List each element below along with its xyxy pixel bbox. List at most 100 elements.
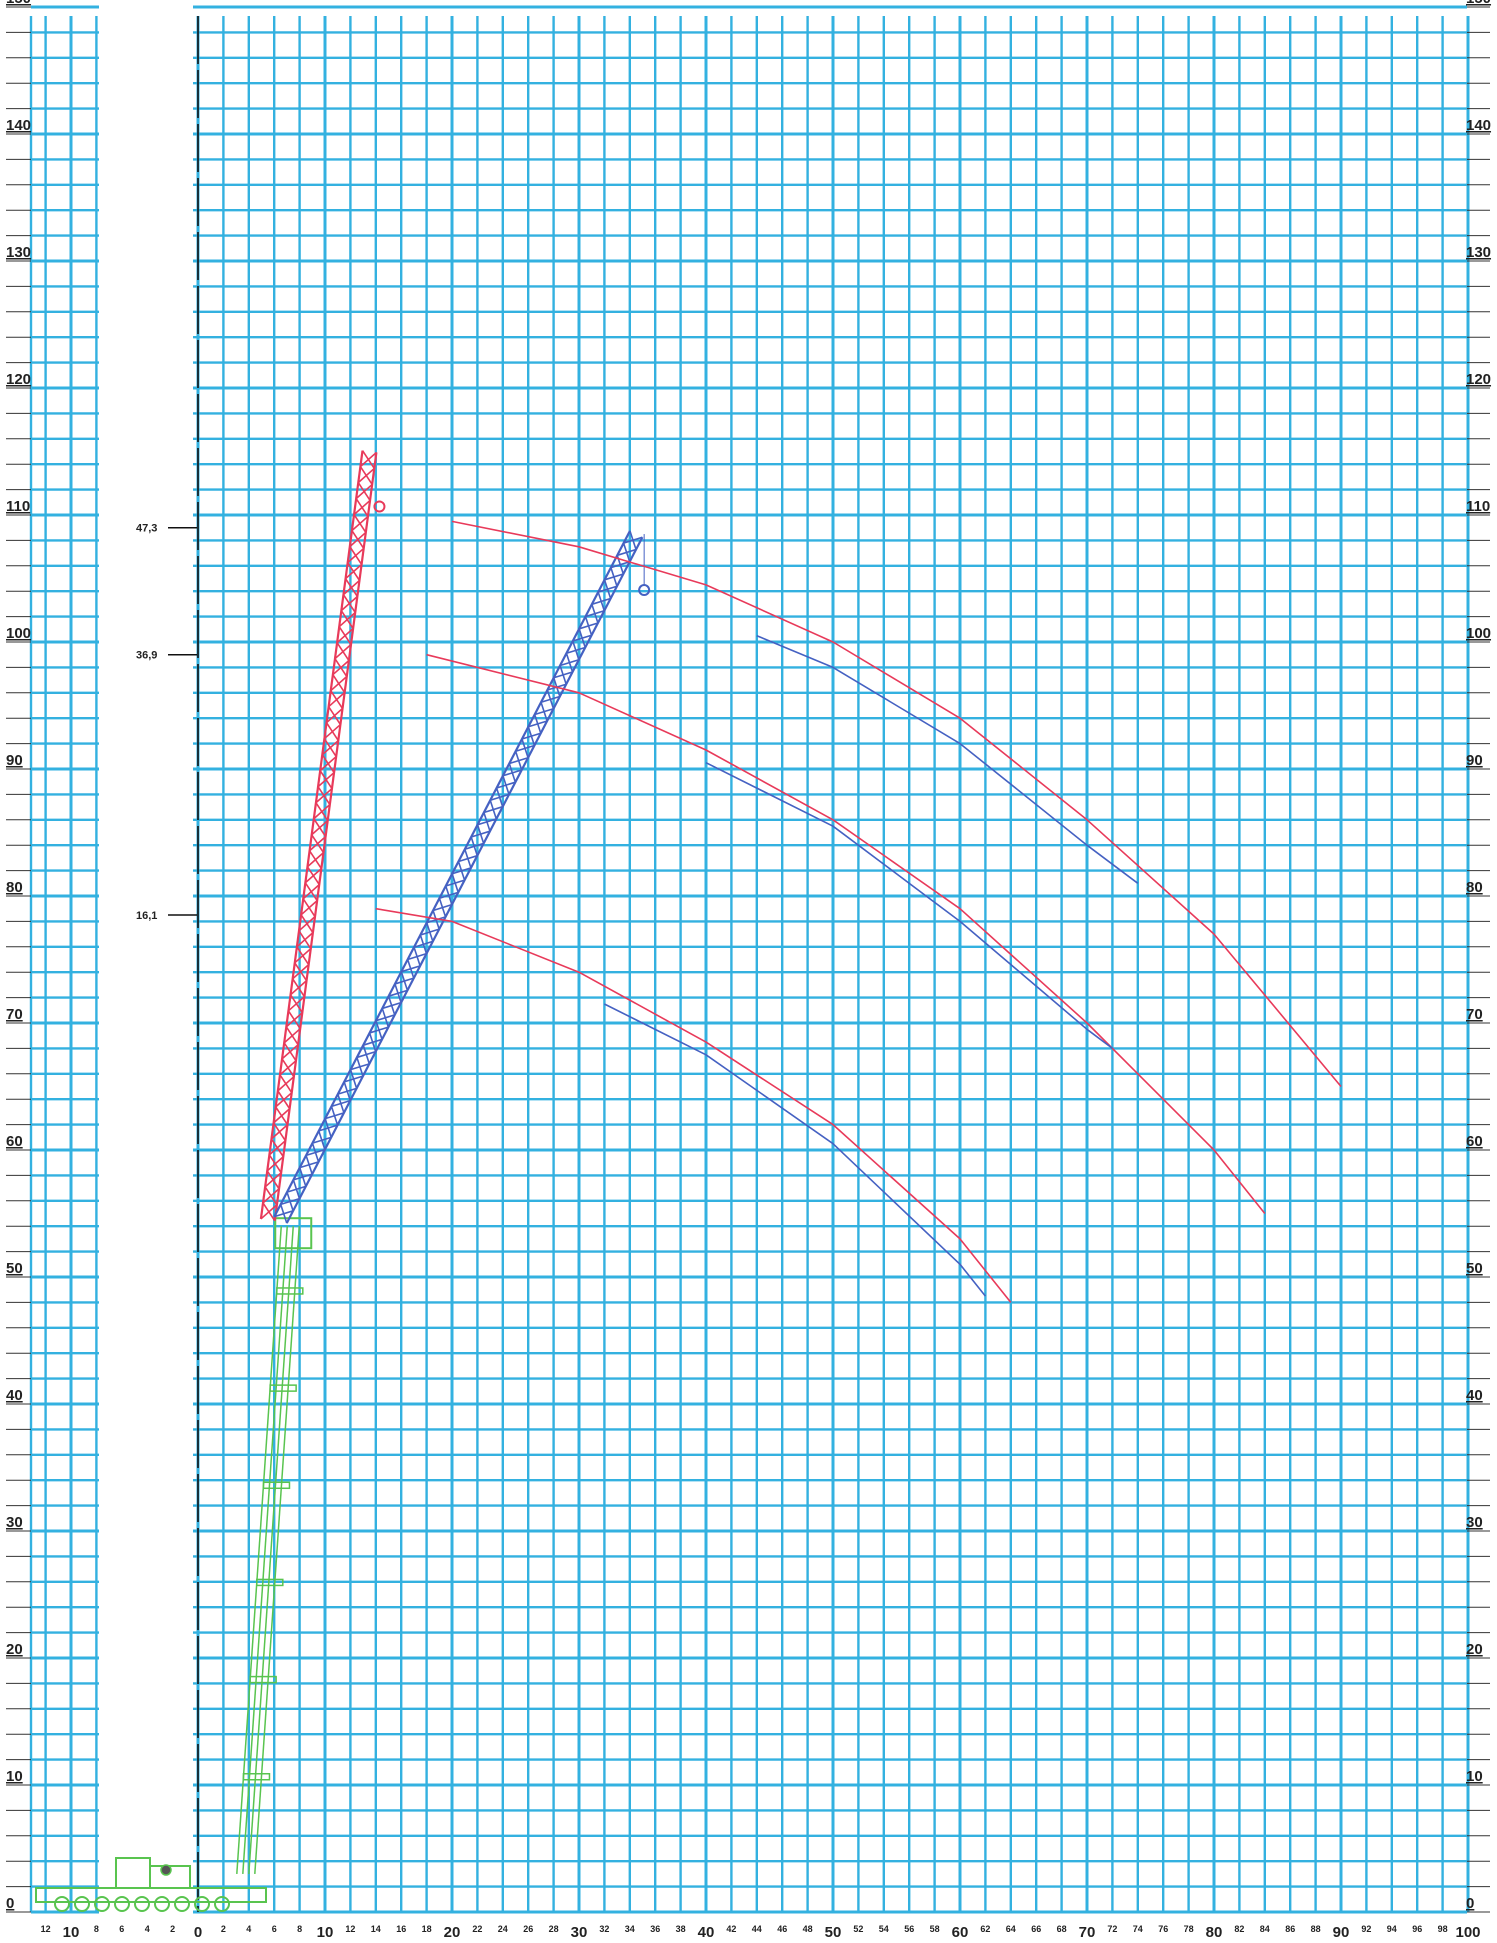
boom-marker-label: 47,3 bbox=[136, 523, 157, 535]
y-tick-label-right: 140 bbox=[1466, 117, 1491, 134]
x-tick-label: 12 bbox=[345, 1924, 355, 1934]
x-tick-label: 6 bbox=[272, 1924, 277, 1934]
x-tick-label: 12 bbox=[41, 1924, 51, 1934]
x-tick-label: 90 bbox=[1333, 1924, 1350, 1941]
y-tick-label-right: 0 bbox=[1466, 1895, 1474, 1912]
y-tick-label-left: 100 bbox=[6, 625, 31, 642]
series-line-2 bbox=[756, 634, 1139, 884]
y-tick-label-left: 150 bbox=[6, 0, 31, 7]
x-tick-label: 16 bbox=[396, 1924, 406, 1934]
y-tick-label-left: 40 bbox=[6, 1387, 23, 1404]
x-tick-label: 6 bbox=[119, 1924, 124, 1934]
y-tick-label-right: 110 bbox=[1466, 498, 1490, 515]
y-tick-label-right: 70 bbox=[1466, 1006, 1483, 1023]
y-tick-label-right: 20 bbox=[1466, 1641, 1483, 1658]
x-tick-label: 30 bbox=[571, 1924, 588, 1941]
x-tick-label: 4 bbox=[246, 1924, 251, 1934]
x-tick-label: 36 bbox=[650, 1924, 660, 1934]
x-tick-label: 8 bbox=[94, 1924, 99, 1934]
x-tick-label: 78 bbox=[1184, 1924, 1194, 1934]
x-tick-label: 86 bbox=[1285, 1924, 1295, 1934]
x-tick-label: 40 bbox=[698, 1924, 715, 1941]
y-tick-label-left: 0 bbox=[6, 1895, 14, 1912]
y-tick-label-left: 90 bbox=[6, 752, 23, 769]
x-tick-label: 32 bbox=[599, 1924, 609, 1934]
x-tick-label: 14 bbox=[371, 1924, 381, 1934]
crane-drawing bbox=[35, 450, 651, 1912]
y-tick-label-left: 30 bbox=[6, 1514, 23, 1531]
jib-low bbox=[273, 530, 644, 1224]
y-tick-label-left: 10 bbox=[6, 1768, 23, 1785]
y-tick-label-right: 80 bbox=[1466, 879, 1483, 896]
crane-carrier bbox=[35, 1857, 267, 1912]
y-tick-label-left: 80 bbox=[6, 879, 23, 896]
y-tick-label-left: 110 bbox=[6, 498, 30, 515]
series-line-4 bbox=[705, 761, 1113, 1050]
x-tick-label: 64 bbox=[1006, 1924, 1016, 1934]
x-tick-label: 46 bbox=[777, 1924, 787, 1934]
x-tick-label: 8 bbox=[297, 1924, 302, 1934]
x-tick-label: 96 bbox=[1412, 1924, 1422, 1934]
y-tick-label-left: 60 bbox=[6, 1133, 23, 1150]
x-tick-label: 48 bbox=[803, 1924, 813, 1934]
y-tick-label-left: 20 bbox=[6, 1641, 23, 1658]
x-tick-label: 0 bbox=[194, 1924, 202, 1941]
boom-marker-label: 16,1 bbox=[136, 910, 157, 922]
boom-marker-label: 36,9 bbox=[136, 650, 157, 662]
series-line-1 bbox=[451, 520, 1342, 1088]
x-tick-label: 84 bbox=[1260, 1924, 1270, 1934]
x-tick-label: 50 bbox=[825, 1924, 842, 1941]
x-tick-label: 56 bbox=[904, 1924, 914, 1934]
y-tick-label-left: 130 bbox=[6, 244, 31, 261]
series-line-3 bbox=[426, 653, 1266, 1214]
range-curves bbox=[375, 520, 1342, 1303]
x-tick-label: 82 bbox=[1234, 1924, 1244, 1934]
x-tick-label: 10 bbox=[63, 1924, 80, 1941]
x-tick-label: 2 bbox=[221, 1924, 226, 1934]
x-tick-label: 10 bbox=[317, 1924, 334, 1941]
x-tick-label: 22 bbox=[472, 1924, 482, 1934]
series-line-6 bbox=[604, 1003, 987, 1297]
hook-block bbox=[638, 584, 651, 597]
x-tick-label: 28 bbox=[549, 1924, 559, 1934]
hook-block bbox=[373, 500, 386, 513]
x-tick-label: 54 bbox=[879, 1924, 889, 1934]
x-tick-label: 4 bbox=[145, 1924, 150, 1934]
y-tick-label-right: 10 bbox=[1466, 1768, 1483, 1785]
y-tick-label-right: 30 bbox=[1466, 1514, 1483, 1531]
x-tick-label: 72 bbox=[1107, 1924, 1117, 1934]
y-tick-label-left: 120 bbox=[6, 371, 31, 388]
x-tick-label: 98 bbox=[1438, 1924, 1448, 1934]
y-tick-label-right: 100 bbox=[1466, 625, 1491, 642]
x-tick-label: 66 bbox=[1031, 1924, 1041, 1934]
grid bbox=[29, 5, 1470, 1914]
series-line-5 bbox=[375, 907, 1012, 1303]
x-tick-label: 94 bbox=[1387, 1924, 1397, 1934]
y-tick-label-right: 150 bbox=[1466, 0, 1491, 7]
x-tick-label: 44 bbox=[752, 1924, 762, 1934]
main-boom bbox=[236, 1217, 313, 1874]
x-tick-label: 24 bbox=[498, 1924, 508, 1934]
y-tick-label-left: 50 bbox=[6, 1260, 23, 1277]
y-tick-label-right: 90 bbox=[1466, 752, 1483, 769]
x-tick-label: 58 bbox=[930, 1924, 940, 1934]
x-tick-label: 2 bbox=[170, 1924, 175, 1934]
x-tick-label: 52 bbox=[853, 1924, 863, 1934]
x-tick-label: 76 bbox=[1158, 1924, 1168, 1934]
x-tick-label: 38 bbox=[676, 1924, 686, 1934]
x-tick-label: 74 bbox=[1133, 1924, 1143, 1934]
axes bbox=[6, 6, 1490, 1913]
x-tick-label: 100 bbox=[1455, 1924, 1480, 1941]
x-tick-label: 26 bbox=[523, 1924, 533, 1934]
x-tick-label: 42 bbox=[726, 1924, 736, 1934]
jib-steep bbox=[259, 450, 378, 1222]
y-tick-label-right: 60 bbox=[1466, 1133, 1483, 1150]
x-tick-label: 18 bbox=[422, 1924, 432, 1934]
x-tick-label: 34 bbox=[625, 1924, 635, 1934]
x-tick-label: 70 bbox=[1079, 1924, 1096, 1941]
x-tick-label: 60 bbox=[952, 1924, 969, 1941]
x-tick-label: 68 bbox=[1057, 1924, 1067, 1934]
x-tick-label: 88 bbox=[1311, 1924, 1321, 1934]
